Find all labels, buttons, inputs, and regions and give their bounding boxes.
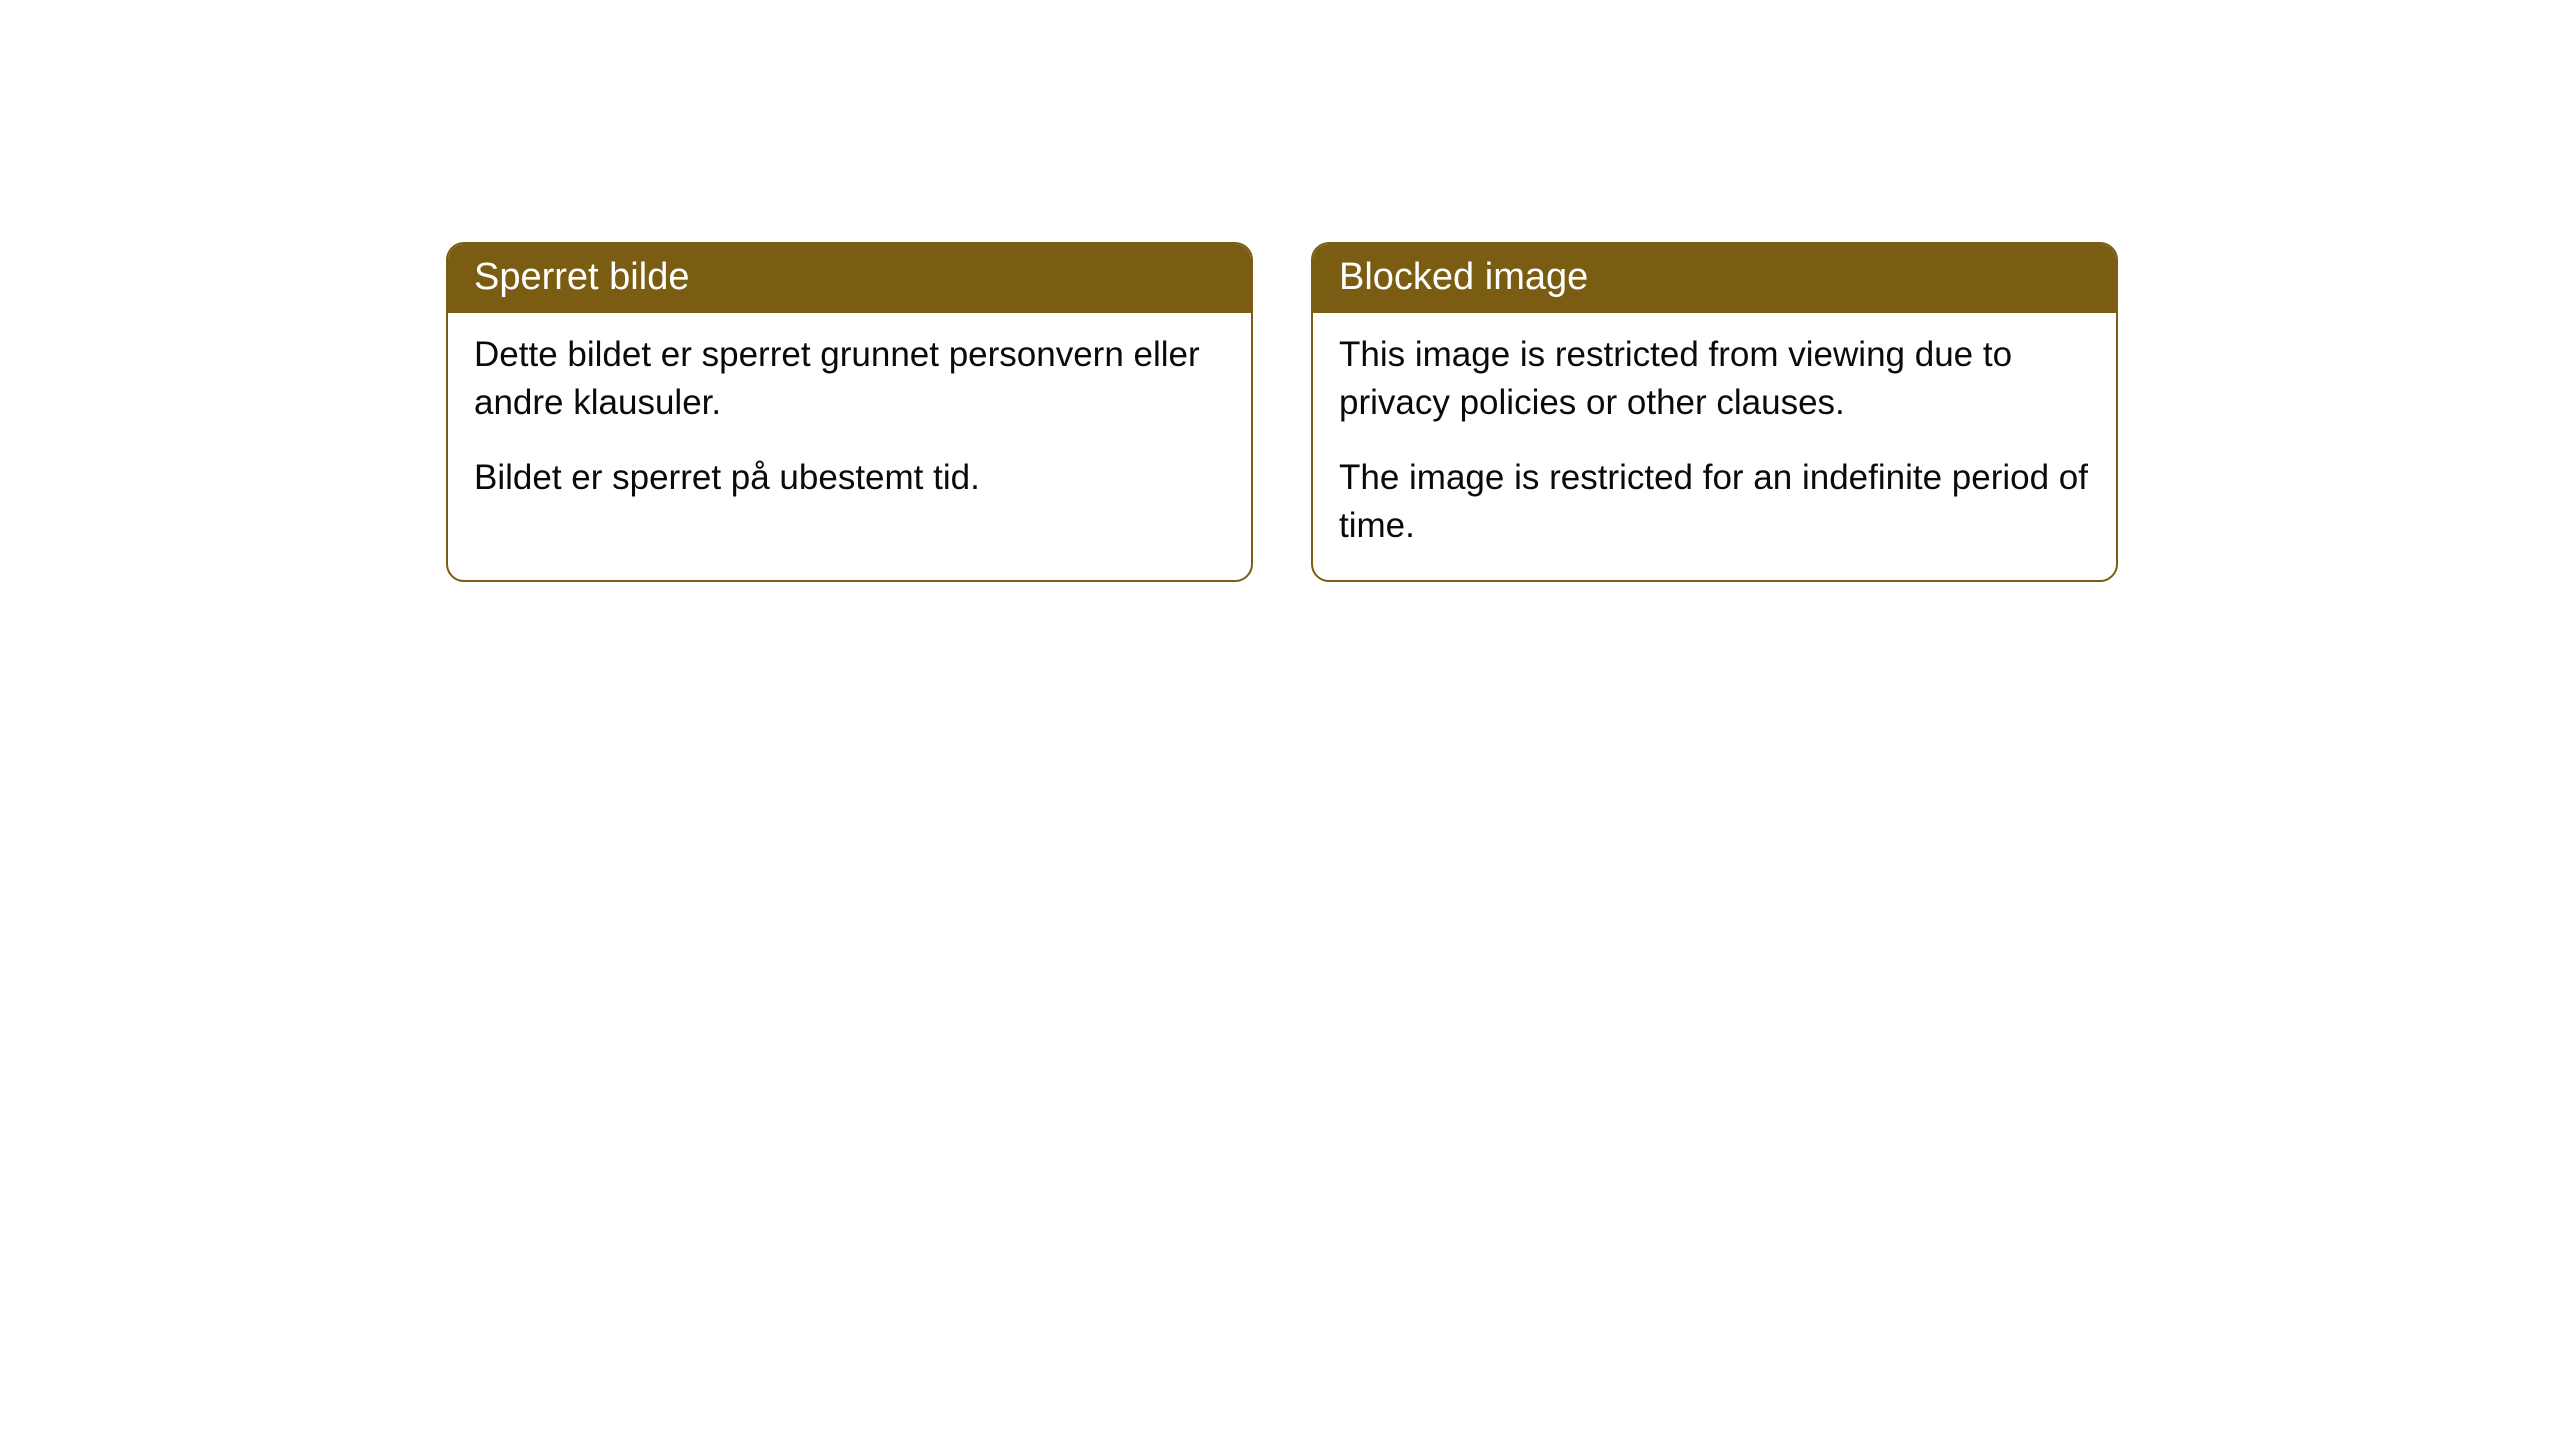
notice-paragraph: The image is restricted for an indefinit… bbox=[1339, 454, 2090, 551]
notice-card-english: Blocked image This image is restricted f… bbox=[1311, 242, 2118, 582]
notice-paragraph: Bildet er sperret på ubestemt tid. bbox=[474, 454, 1225, 502]
notice-body-norwegian: Dette bildet er sperret grunnet personve… bbox=[448, 313, 1251, 532]
notice-paragraph: Dette bildet er sperret grunnet personve… bbox=[474, 331, 1225, 428]
notice-paragraph: This image is restricted from viewing du… bbox=[1339, 331, 2090, 428]
notice-body-english: This image is restricted from viewing du… bbox=[1313, 313, 2116, 580]
notice-title-english: Blocked image bbox=[1313, 244, 2116, 313]
notice-container: Sperret bilde Dette bildet er sperret gr… bbox=[446, 242, 2118, 582]
notice-card-norwegian: Sperret bilde Dette bildet er sperret gr… bbox=[446, 242, 1253, 582]
notice-title-norwegian: Sperret bilde bbox=[448, 244, 1251, 313]
